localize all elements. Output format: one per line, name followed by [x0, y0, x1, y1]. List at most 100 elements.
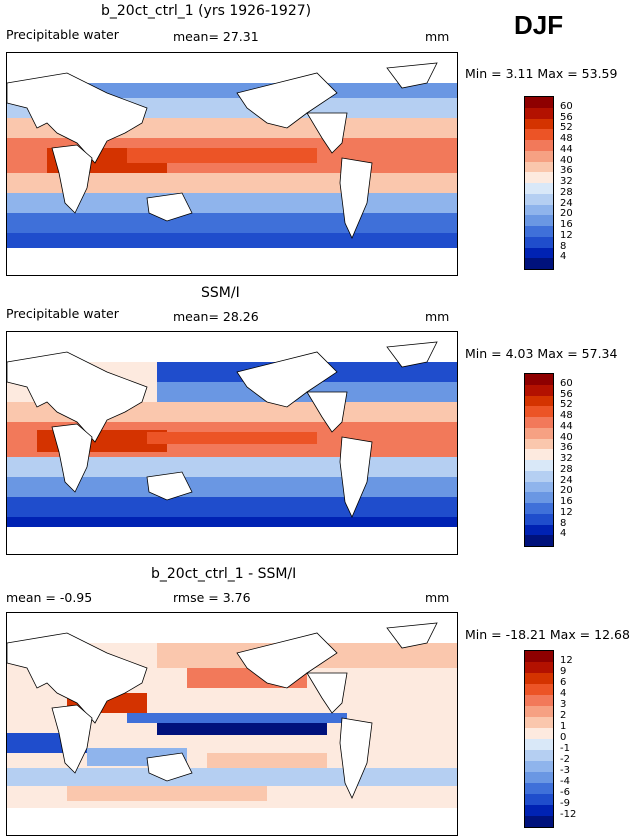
- colorbar-tick-label: 1: [560, 721, 567, 732]
- colorbar-tick-label: -12: [560, 809, 577, 820]
- panel-1-units: mm: [425, 29, 450, 44]
- colorbar-tick-label: 8: [560, 517, 567, 529]
- colorbar-tick-label: 20: [560, 485, 573, 497]
- colorbar-segment: [525, 374, 553, 385]
- colorbar-tick-label: 36: [560, 165, 573, 177]
- colorbar-segment: [525, 226, 553, 237]
- colorbar-tick-label: 28: [560, 186, 573, 198]
- colorbar-segment: [525, 438, 553, 450]
- colorbar-segment: [525, 118, 553, 130]
- colorbar-segment: [525, 695, 553, 706]
- colorbar-tick-label: -3: [560, 765, 570, 776]
- colorbar-segment: [525, 150, 553, 162]
- panel-2-minmax: Min = 4.03 Max = 57.34: [465, 346, 618, 361]
- colorbar-segment: [525, 97, 553, 108]
- colorbar-tick-label: -4: [560, 776, 570, 787]
- colorbar-tick-label: 20: [560, 208, 573, 220]
- colorbar-segment: [525, 673, 553, 684]
- colorbar-tick-label: 16: [560, 219, 573, 230]
- panel-3-map: [6, 612, 458, 836]
- colorbar-segment: [525, 107, 553, 119]
- colorbar-tick-label: 9: [560, 666, 567, 677]
- colorbar-segment: [525, 481, 553, 493]
- colorbar-segment: [525, 772, 553, 783]
- colorbar-segment: [525, 524, 553, 536]
- panel-3-units: mm: [425, 590, 450, 605]
- panel-3-map-svg: [7, 613, 457, 835]
- colorbar-segment: [525, 684, 553, 695]
- colorbar-segment: [525, 783, 553, 794]
- colorbar-tick-label: 36: [560, 442, 573, 454]
- colorbar-segment: [525, 706, 553, 717]
- colorbar-tick-label: 16: [560, 496, 573, 507]
- colorbar-tick-label: -6: [560, 787, 570, 798]
- panel-2-left-label: Precipitable water: [6, 306, 119, 321]
- colorbar-segment: [525, 728, 553, 739]
- panel-2-map-svg: [7, 332, 457, 554]
- panel-3-rmse-label: rmse = 3.76: [173, 590, 251, 605]
- colorbar-segment: [525, 406, 553, 417]
- colorbar-tick-label: 24: [560, 474, 573, 486]
- colorbar-segment: [525, 193, 553, 205]
- colorbar-tick-label: 4: [560, 528, 567, 540]
- colorbar-segment: [525, 761, 553, 772]
- colorbar-segment: [525, 395, 553, 407]
- panel-2-title: SSM/I: [201, 285, 240, 301]
- colorbar-tick-label: 60: [560, 100, 573, 112]
- season-label: DJF: [514, 10, 564, 40]
- colorbar-tick-label: 2: [560, 710, 567, 721]
- colorbar-segment: [525, 183, 553, 194]
- colorbar-segment: [525, 247, 553, 259]
- colorbar-segment: [525, 236, 553, 248]
- colorbar-segment: [525, 816, 553, 827]
- colorbar-tick-label: 28: [560, 463, 573, 475]
- colorbar-segment: [525, 651, 553, 662]
- colorbar-tick-label: 12: [560, 655, 573, 666]
- colorbar-tick-label: 12: [560, 229, 573, 241]
- colorbar-segment: [525, 662, 553, 673]
- colorbar-segment: [525, 460, 553, 471]
- colorbar-tick-label: 56: [560, 388, 573, 400]
- colorbar-segment: [525, 129, 553, 140]
- colorbar-segment: [525, 384, 553, 396]
- panel-1-title: b_20ct_ctrl_1 (yrs 1926-1927): [101, 3, 312, 19]
- colorbar-segment: [525, 172, 553, 183]
- panel-1-map-svg: [7, 53, 457, 275]
- colorbar-segment: [525, 204, 553, 216]
- panel-1-mean-label: mean= 27.31: [173, 29, 259, 44]
- panel-1-minmax: Min = 3.11 Max = 53.59: [465, 66, 618, 81]
- colorbar-segment: [525, 258, 553, 269]
- colorbar-tick-label: 44: [560, 143, 573, 155]
- panel-2-units: mm: [425, 309, 450, 324]
- colorbar-segment: [525, 717, 553, 728]
- colorbar-segment: [525, 794, 553, 805]
- colorbar-tick-label: -9: [560, 798, 570, 809]
- colorbar-tick-label: 56: [560, 111, 573, 123]
- colorbar-segment: [525, 535, 553, 546]
- colorbar-tick-label: 48: [560, 133, 573, 144]
- panel-2-mean-label: mean= 28.26: [173, 309, 259, 324]
- colorbar-segment: [525, 427, 553, 439]
- panel-2-colorbar: [524, 373, 554, 547]
- colorbar-segment: [525, 417, 553, 428]
- panel-3-title: b_20ct_ctrl_1 - SSM/I: [151, 566, 297, 582]
- colorbar-segment: [525, 161, 553, 173]
- colorbar-segment: [525, 805, 553, 816]
- colorbar-segment: [525, 470, 553, 482]
- colorbar-segment: [525, 503, 553, 514]
- colorbar-tick-label: 0: [560, 732, 567, 743]
- colorbar-tick-label: -1: [560, 743, 570, 754]
- colorbar-tick-label: 12: [560, 506, 573, 518]
- panel-3-mean-label: mean = -0.95: [6, 590, 93, 605]
- colorbar-segment: [525, 750, 553, 761]
- colorbar-tick-label: 44: [560, 420, 573, 432]
- colorbar-tick-label: 4: [560, 688, 567, 699]
- colorbar-tick-label: 32: [560, 176, 573, 187]
- colorbar-segment: [525, 513, 553, 525]
- colorbar-segment: [525, 140, 553, 151]
- colorbar-tick-label: 6: [560, 677, 567, 688]
- panel-3-minmax: Min = -18.21 Max = 12.68: [465, 627, 630, 642]
- colorbar-segment: [525, 492, 553, 503]
- panel-1-left-label: Precipitable water: [6, 27, 119, 42]
- colorbar-segment: [525, 449, 553, 460]
